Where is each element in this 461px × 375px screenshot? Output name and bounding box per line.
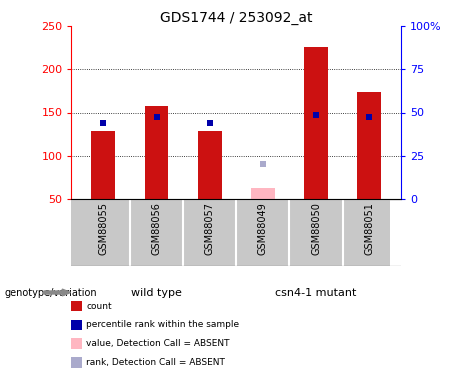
Text: percentile rank within the sample: percentile rank within the sample: [86, 320, 239, 329]
Text: GSM88051: GSM88051: [364, 202, 374, 255]
Text: GSM88057: GSM88057: [205, 202, 215, 255]
Bar: [198, 132, 222, 199]
Text: csn4-1 mutant: csn4-1 mutant: [275, 288, 357, 297]
Text: genotype/variation: genotype/variation: [5, 288, 97, 297]
Text: count: count: [86, 302, 112, 310]
Bar: [304, 47, 328, 199]
Text: GSM88049: GSM88049: [258, 202, 268, 255]
Text: wild type: wild type: [131, 288, 182, 297]
Text: GSM88050: GSM88050: [311, 202, 321, 255]
Title: GDS1744 / 253092_at: GDS1744 / 253092_at: [160, 11, 313, 25]
Text: GSM88055: GSM88055: [98, 202, 108, 255]
Text: value, Detection Call = ABSENT: value, Detection Call = ABSENT: [86, 339, 230, 348]
Text: GSM88056: GSM88056: [152, 202, 161, 255]
Bar: [91, 132, 115, 199]
Bar: [145, 106, 168, 199]
Bar: [251, 188, 275, 199]
Text: rank, Detection Call = ABSENT: rank, Detection Call = ABSENT: [86, 358, 225, 367]
Bar: [357, 92, 381, 199]
